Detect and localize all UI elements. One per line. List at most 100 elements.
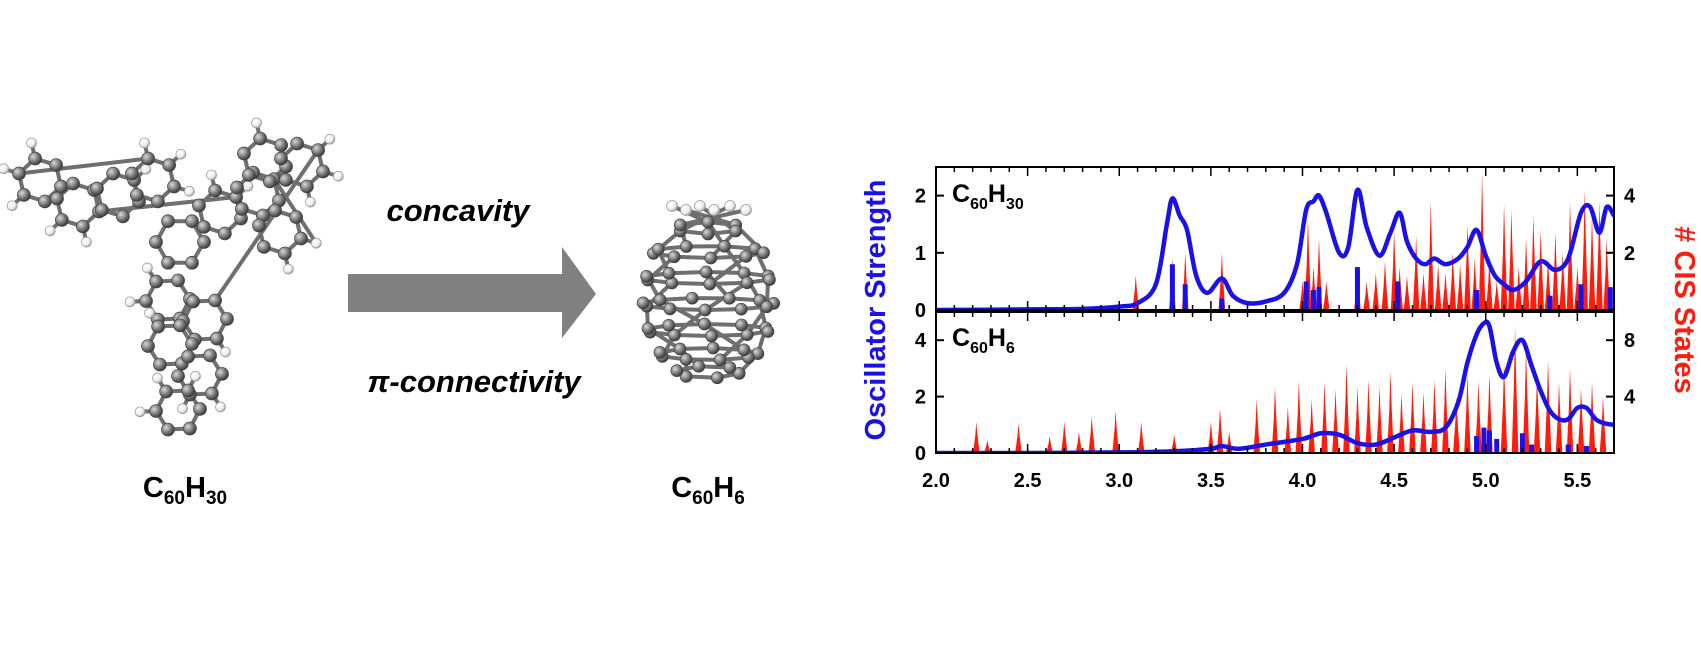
x-tick-label: 5.0 — [1472, 470, 1500, 492]
carbon-atom — [141, 151, 155, 166]
carbon-atom — [685, 291, 699, 305]
carbon-atom — [185, 337, 199, 351]
oscillator-strength-line — [936, 187, 1614, 310]
oscillator-stick — [1303, 281, 1309, 310]
top-panel-label: C60H30 — [952, 180, 1024, 213]
oscillator-stick — [1481, 427, 1487, 453]
carbon-atom — [701, 215, 715, 229]
cis-state-peak — [1522, 238, 1530, 310]
carbon-atom — [116, 209, 130, 224]
oscillator-stick — [1578, 284, 1584, 310]
carbon-atom — [668, 328, 681, 342]
bond — [702, 322, 746, 352]
carbon-atom — [55, 213, 69, 227]
right-tick-label: 4 — [1624, 387, 1636, 409]
panel-frame — [935, 311, 1615, 454]
cis-state-peak — [1486, 258, 1493, 310]
carbon-atom — [640, 269, 653, 283]
cis-state-peak — [1372, 272, 1380, 310]
carbon-atom — [705, 329, 718, 343]
oscillator-stick — [1584, 445, 1590, 453]
cis-state-peak — [1581, 189, 1588, 310]
carbon-atom — [739, 250, 753, 263]
cis-state-peak — [1442, 272, 1449, 310]
carbon-atom — [713, 353, 727, 367]
cis-state-peak — [1533, 375, 1541, 453]
c60h6-label: C60H6 — [671, 472, 745, 509]
left-tick-label: 4 — [915, 330, 927, 352]
carbon-atom — [171, 369, 185, 383]
cis-state-peak — [1409, 382, 1416, 453]
oscillator-stick — [1182, 284, 1188, 310]
carbon-atom — [193, 402, 207, 416]
left-tick-label: 1 — [915, 243, 926, 265]
carbon-atom — [316, 164, 330, 179]
cis-state-peak — [1046, 436, 1053, 453]
carbon-atom — [76, 219, 90, 234]
cis-state-peak — [1588, 215, 1596, 310]
hydrogen-atom — [215, 401, 226, 413]
carbon-atom — [54, 179, 68, 194]
carbon-atom — [253, 131, 267, 146]
carbon-atom — [139, 294, 153, 308]
c60h6-molecule-model — [636, 200, 781, 385]
cis-state-peak — [1493, 281, 1501, 310]
cis-state-peak — [1295, 381, 1303, 453]
cis-state-peak — [1363, 281, 1370, 310]
cis-state-peak — [1376, 386, 1383, 453]
cis-state-peak — [1216, 407, 1224, 453]
carbon-atom — [692, 359, 706, 373]
carbon-atom — [173, 318, 187, 333]
hydrogen-atom — [332, 170, 344, 182]
carbon-atom — [161, 255, 175, 270]
carbon-atom — [679, 370, 693, 383]
hydrogen-atom — [139, 137, 150, 149]
carbon-atom — [300, 179, 314, 194]
absorption-spectrum-chart: 0 1 2 2 4 0 2 4 4 8 2.0 2.5 3.0 3.5 4.0 4.5 5.0 5.5 Osci… — [860, 166, 1700, 492]
carbon-atom — [50, 191, 64, 206]
oscillator-stick — [1169, 264, 1175, 310]
bond — [678, 208, 748, 227]
hydrogen-atom — [142, 262, 153, 274]
cis-state-peak — [1537, 229, 1545, 310]
cis-state-peak — [1403, 275, 1411, 310]
hydrogen-atom — [310, 237, 322, 249]
carbon-atom — [706, 341, 720, 355]
cis-state-peak — [1420, 272, 1427, 310]
hydrogen-atom — [124, 296, 136, 308]
bond — [97, 195, 239, 214]
hydrogen-atom — [680, 204, 692, 216]
carbon-atom — [673, 342, 687, 356]
x-tick-label: 3.0 — [1105, 470, 1133, 492]
hydrogen-atom — [81, 236, 92, 248]
right-tick-label: 4 — [1624, 186, 1636, 208]
cis-state-peak — [1060, 421, 1068, 453]
cis-state-peak — [1530, 215, 1537, 310]
oscillator-stick — [1310, 289, 1316, 310]
cis-state-peak — [1075, 431, 1083, 453]
hydrogen-atom — [220, 346, 231, 358]
cis-state-peak — [1559, 252, 1566, 310]
carbon-atom — [651, 242, 665, 256]
carbon-atom — [203, 348, 217, 363]
hydrogen-atom — [175, 148, 187, 160]
carbon-atom — [294, 231, 308, 246]
cis-state-peak — [1500, 362, 1508, 453]
carbon-atom — [230, 180, 244, 195]
carbon-atom — [732, 367, 746, 380]
carbon-atom — [252, 218, 266, 233]
carbon-atom — [167, 179, 181, 194]
cis-state-peak — [1442, 368, 1449, 453]
carbon-atom — [125, 166, 139, 181]
carbon-atom — [220, 312, 234, 326]
carbon-atom — [268, 203, 282, 218]
carbon-atom — [670, 364, 684, 377]
oscillator-strength-line — [936, 319, 1614, 453]
cis-state-peak — [1207, 421, 1215, 453]
hydrogen-atom — [6, 200, 18, 212]
carbon-atom — [66, 176, 80, 191]
oscillator-stick — [1486, 430, 1492, 453]
carbon-atom — [205, 386, 219, 401]
x-tick-label: 2.0 — [922, 470, 950, 492]
carbon-atom — [667, 250, 681, 264]
